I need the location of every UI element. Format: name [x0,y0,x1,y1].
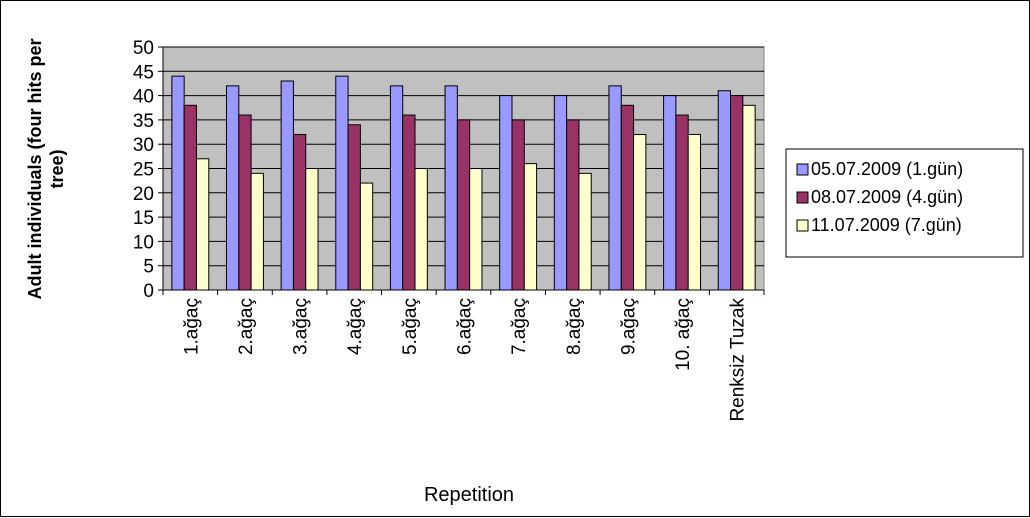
bar [226,85,240,291]
bar [444,85,458,291]
y-tick-label: 5 [143,257,154,278]
bar [620,104,635,291]
x-tick-label: 8.ağaç [564,298,585,355]
y-tick-label: 30 [133,135,154,156]
x-tick-label: 7.ağaç [509,298,530,355]
legend: 05.07.2009 (1.gün) 08.07.2009 (4.gün) 11.0… [785,148,1024,258]
x-tick-label: 2.ağaç [236,298,257,355]
bar [335,75,349,291]
bar [305,168,319,291]
bar [730,95,744,291]
bar [499,95,513,291]
bar [578,172,592,291]
bar [402,114,416,291]
bar [280,80,294,291]
x-tick-label: 6.ağaç [455,298,476,355]
legend-box [785,148,1024,258]
x-tick-label: 1.ağaç [181,298,202,355]
y-axis-title-line-2: tree) [47,149,67,188]
y-tick-label: 50 [133,38,154,59]
bar [347,124,361,291]
x-tick-label: 9.ağaç [618,298,639,355]
legend-label: 08.07.2009 (4.gün) [811,187,963,207]
bar [469,168,483,291]
y-tick-label: 35 [133,111,154,132]
bar [717,90,732,291]
bar [414,168,428,291]
x-tick-label: 5.ağaç [400,298,421,355]
bar [523,163,538,291]
legend-swatch [796,191,809,204]
y-axis-title: Adult individuals (four hits per tree) [25,39,67,300]
y-tick-label: 10 [133,232,154,253]
bar [359,182,374,291]
x-tick-label: 3.ağaç [291,298,312,355]
bar [633,133,647,291]
bar [608,85,622,291]
x-tick-labels: 1.ağaç 2.ağaç 3.ağaç 4.ağaç 5.ağaç 6.ağaç 7.ağ… [181,298,748,422]
bar [553,95,568,291]
bar [566,119,580,291]
bar [663,95,677,291]
legend-swatch [796,163,809,176]
y-tick-label: 0 [143,281,154,302]
bar [687,133,701,291]
bar [456,119,471,291]
y-tick-label: 15 [133,208,154,229]
bar [292,133,307,291]
legend-swatch [796,219,809,232]
x-axis-title: Repetition [424,484,514,506]
bars [171,75,756,291]
x-tick-label: Renksiz Tuzak [728,298,749,422]
y-tick-label: 20 [133,184,154,205]
y-tick-label: 40 [133,87,154,108]
bar [171,75,185,291]
bar [195,158,210,291]
bar [250,172,264,291]
x-tick-label: 4.ağaç [345,298,366,355]
legend-label: 05.07.2009 (1.gün) [811,159,963,179]
y-tick-labels: 0 5 10 15 20 25 30 35 40 45 50 [133,38,154,302]
y-tick-label: 45 [133,62,154,83]
axes [158,46,765,295]
bar [183,104,197,291]
y-axis-title-line-1: Adult individuals (four hits per [25,39,45,300]
bar [511,119,525,291]
bar [389,85,404,291]
bar [238,114,252,291]
x-tick-label: 10. ağaç [673,298,694,371]
legend-label: 11.07.2009 (7.gün) [811,215,962,235]
bar [675,114,689,291]
bar [742,104,756,291]
y-tick-label: 25 [133,160,154,181]
